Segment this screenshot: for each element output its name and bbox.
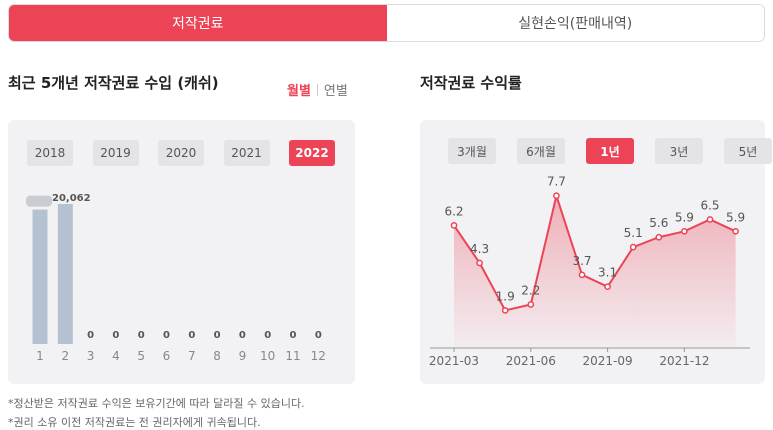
return-value-label-7: 5.1 [624,226,643,240]
x-tick-label-3: 2021-12 [659,354,709,368]
income-value-label-8: 0 [214,330,221,341]
month-tick-1: 1 [36,349,44,363]
return-section-title: 저작권료 수익률 [420,74,522,92]
return-point-9[interactable] [681,227,688,235]
return-value-label-6: 3.1 [598,266,617,280]
income-bar-1[interactable] [32,209,48,344]
month-tick-4: 4 [112,349,120,363]
income-section-title: 최근 5개년 저작권료 수입 (캐쉬) [8,74,219,92]
return-point-4[interactable] [553,192,560,200]
x-tick-label-0: 2021-03 [429,354,479,368]
return-chart-panel: 3개월 6개월 1년 3년 5년 6.2 4.3 1.9 2.2 7.7 3.7 3.1 5.1 5.6… [420,120,772,384]
toggle-divider [316,83,318,96]
month-tick-11: 11 [285,349,300,363]
return-point-11[interactable] [732,227,739,235]
month-tick-6: 6 [163,349,171,363]
return-value-label-1: 4.3 [470,242,489,256]
month-tick-7: 7 [188,349,196,363]
tab-royalty[interactable]: 저작권료 [9,5,387,41]
return-point-1[interactable] [476,259,483,267]
yearly-toggle[interactable]: 연별 [323,84,348,99]
tab-bar: 저작권료 실현손익(판매내역) [8,4,765,42]
period-button-4[interactable]: 5년 [724,138,772,164]
income-value-label-2: 20,062 [52,193,91,204]
return-value-label-3: 2.2 [521,283,540,297]
month-tick-12: 12 [311,349,326,363]
return-point-3[interactable] [527,301,535,308]
income-value-label-3: 0 [87,330,94,341]
income-bar-2[interactable] [57,204,73,344]
month-tick-10: 10 [260,349,275,363]
monthly-income-bar-chart: 1 20,062 2 0 3 0 4 0 5 0 6 0 7 0 8 0 9 0 10 0 11 0 12 [26,193,326,363]
month-tick-2: 2 [61,349,69,363]
income-value-label-4: 0 [112,330,119,341]
note-ownership: *권리 소유 이전 저작권료는 전 권리자에게 귀속됩니다. [8,416,261,429]
year-button-2022[interactable]: 2022 [289,140,335,166]
period-button-1[interactable]: 6개월 [517,138,565,164]
return-point-0[interactable] [450,222,458,229]
return-value-label-5: 3.7 [572,254,591,268]
year-button-2020[interactable]: 2020 [158,140,204,166]
income-value-label-12: 0 [315,330,322,341]
note-settlement: *정산받은 저작권료 수익은 보유기간에 따라 달라질 수 있습니다. [8,397,305,410]
income-value-label-6: 0 [163,330,170,341]
year-button-2019[interactable]: 2019 [92,140,139,166]
return-point-2[interactable] [501,307,509,314]
return-area-fill [454,195,736,348]
return-point-7[interactable] [629,243,637,251]
return-point-8[interactable] [655,233,663,241]
return-value-label-10: 6.5 [700,198,719,212]
income-value-label-5: 0 [138,330,145,341]
year-button-2018[interactable]: 2018 [27,140,73,166]
return-point-10[interactable] [706,216,714,223]
return-value-label-4: 7.7 [547,175,566,189]
x-tick-label-1: 2021-06 [506,354,556,368]
month-tick-8: 8 [213,349,221,363]
return-value-label-2: 1.9 [496,289,515,303]
return-point-5[interactable] [578,271,586,279]
return-value-label-8: 5.6 [649,216,668,230]
monthly-toggle[interactable]: 월별 [287,84,311,99]
year-button-2021[interactable]: 2021 [223,140,270,166]
x-tick-label-2: 2021-09 [583,354,633,368]
period-toggle: 월별 연별 [287,80,348,99]
return-point-6[interactable] [604,283,611,291]
income-value-label-10: 0 [264,330,271,341]
income-value-label-9: 0 [239,330,246,341]
return-value-label-0: 6.2 [444,204,463,218]
return-line [453,191,737,312]
month-tick-5: 5 [137,349,145,363]
return-value-label-9: 5.9 [675,210,694,224]
return-rate-area-chart: 6.2 4.3 1.9 2.2 7.7 3.7 3.1 5.1 5.6 5.9 6.5 5.9 2021… [429,175,750,368]
period-button-3[interactable]: 3년 [655,138,703,164]
income-chart-panel: 2018 2019 2020 2021 2022 1 20,062 2 0 3 0 4 0 5 0 6 0 7 0… [8,120,355,384]
month-tick-9: 9 [239,349,247,363]
return-value-label-11: 5.9 [726,210,745,224]
tab-realized-pnl[interactable]: 실현손익(판매내역) [386,5,764,41]
period-button-2[interactable]: 1년 [586,138,634,164]
blurred-value-label [26,195,52,207]
period-button-0[interactable]: 3개월 [448,138,496,164]
income-value-label-7: 0 [188,330,195,341]
income-value-label-11: 0 [290,330,297,341]
month-tick-3: 3 [87,349,95,363]
